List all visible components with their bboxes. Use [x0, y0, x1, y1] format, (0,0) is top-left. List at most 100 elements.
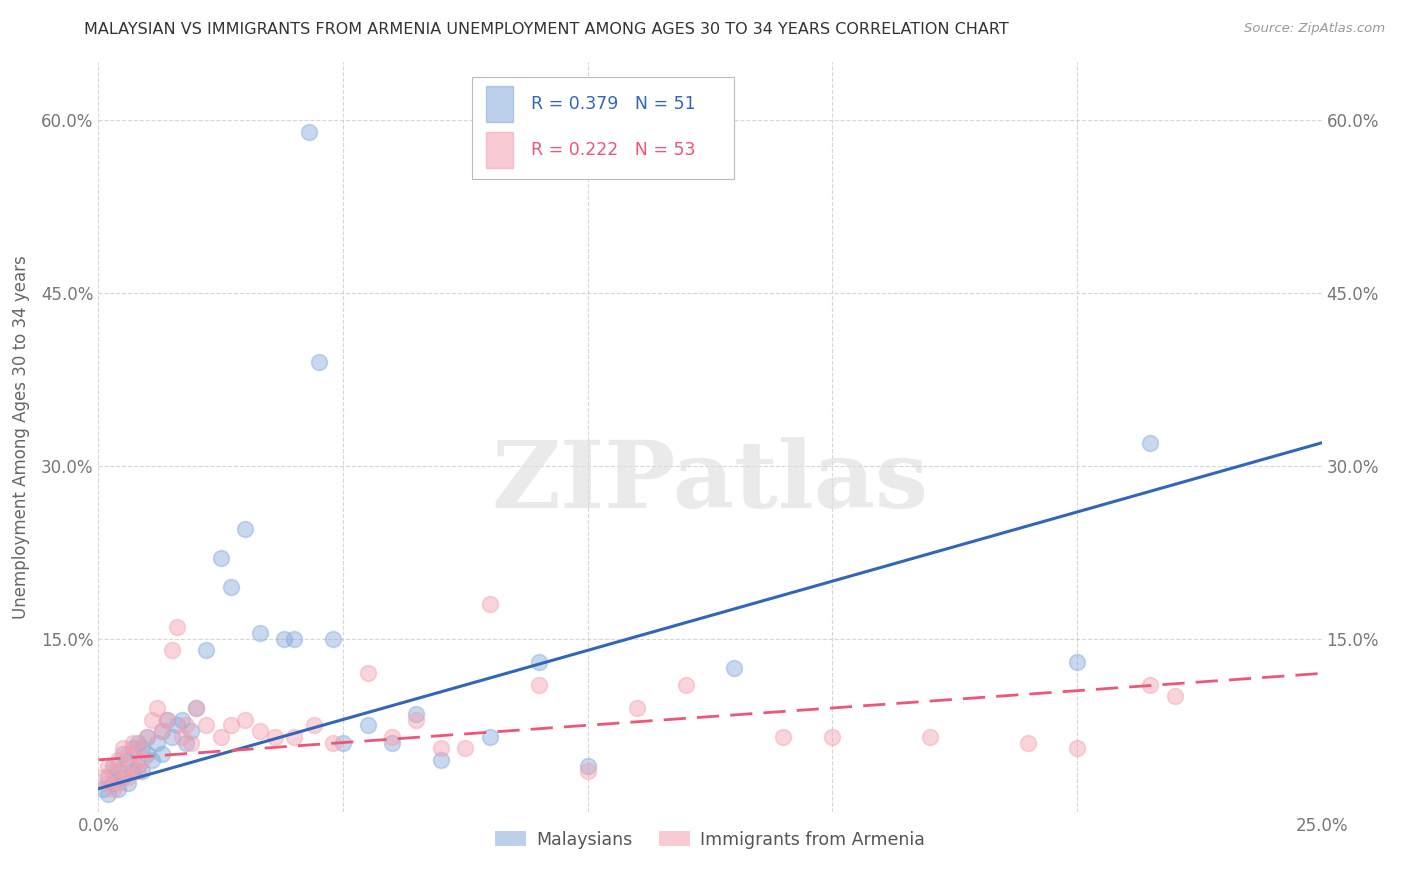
Point: [405, 706, 427, 721]
Point: [117, 776, 139, 790]
Point: [101, 781, 124, 796]
Point: [195, 643, 218, 657]
Point: [131, 764, 153, 779]
Point: [209, 551, 232, 566]
Point: [166, 718, 188, 732]
Point: [91, 770, 114, 784]
Point: [146, 735, 169, 749]
Text: MALAYSIAN VS IMMIGRANTS FROM ARMENIA UNEMPLOYMENT AMONG AGES 30 TO 34 YEARS CORR: MALAYSIAN VS IMMIGRANTS FROM ARMENIA UNE…: [84, 22, 1010, 37]
Point: [308, 355, 330, 369]
Point: [381, 735, 404, 749]
Point: [121, 764, 143, 779]
Point: [127, 735, 149, 749]
Point: [478, 597, 501, 611]
Point: [430, 753, 453, 767]
Point: [219, 580, 242, 594]
Point: [166, 620, 188, 634]
Point: [117, 747, 139, 761]
Point: [298, 125, 321, 139]
Point: [1139, 435, 1161, 450]
Point: [1066, 741, 1088, 756]
Point: [186, 701, 208, 715]
FancyBboxPatch shape: [471, 78, 734, 178]
Point: [478, 730, 501, 744]
Point: [170, 713, 193, 727]
Point: [180, 735, 202, 749]
Point: [160, 730, 183, 744]
Point: [170, 730, 193, 744]
Text: Source: ZipAtlas.com: Source: ZipAtlas.com: [1244, 22, 1385, 36]
Point: [263, 730, 285, 744]
Point: [273, 632, 295, 646]
Point: [356, 666, 378, 681]
Point: [141, 713, 163, 727]
Point: [150, 724, 173, 739]
Point: [405, 713, 427, 727]
Point: [127, 758, 149, 772]
Text: R = 0.379   N = 51: R = 0.379 N = 51: [531, 95, 696, 113]
Point: [107, 753, 129, 767]
Point: [381, 730, 404, 744]
Point: [127, 764, 149, 779]
Point: [430, 741, 453, 756]
Point: [111, 770, 134, 784]
Point: [121, 758, 143, 772]
Point: [675, 678, 697, 692]
Point: [136, 730, 159, 744]
Point: [101, 776, 124, 790]
Point: [136, 730, 159, 744]
Point: [1066, 655, 1088, 669]
Point: [356, 718, 378, 732]
Point: [302, 718, 325, 732]
Point: [117, 753, 139, 767]
Point: [576, 758, 599, 772]
Point: [156, 713, 179, 727]
Point: [249, 724, 271, 739]
Point: [101, 764, 124, 779]
Point: [111, 741, 134, 756]
Point: [107, 776, 129, 790]
Legend: Malaysians, Immigrants from Armenia: Malaysians, Immigrants from Armenia: [488, 823, 932, 855]
Point: [233, 522, 256, 536]
Point: [1139, 678, 1161, 692]
Text: R = 0.222   N = 53: R = 0.222 N = 53: [531, 142, 696, 160]
Point: [160, 643, 183, 657]
Point: [626, 701, 648, 715]
Point: [322, 735, 344, 749]
Point: [176, 735, 198, 749]
Point: [1017, 735, 1039, 749]
Point: [576, 764, 599, 779]
Point: [249, 626, 271, 640]
Point: [283, 730, 305, 744]
Point: [111, 764, 134, 779]
Point: [723, 660, 745, 674]
Point: [97, 758, 120, 772]
Point: [121, 735, 143, 749]
Point: [176, 718, 198, 732]
Point: [131, 741, 153, 756]
Point: [127, 741, 149, 756]
Point: [219, 718, 242, 732]
Point: [146, 701, 169, 715]
Point: [920, 730, 942, 744]
Point: [107, 781, 129, 796]
Point: [195, 718, 218, 732]
Point: [454, 741, 477, 756]
Point: [1164, 690, 1187, 704]
Point: [97, 776, 120, 790]
Point: [322, 632, 344, 646]
Point: [821, 730, 844, 744]
Point: [101, 758, 124, 772]
Point: [209, 730, 232, 744]
Point: [117, 770, 139, 784]
Point: [107, 764, 129, 779]
Point: [186, 701, 208, 715]
Point: [180, 724, 202, 739]
Point: [141, 753, 163, 767]
Point: [91, 781, 114, 796]
Point: [121, 741, 143, 756]
Point: [156, 713, 179, 727]
Point: [131, 753, 153, 767]
Point: [527, 655, 550, 669]
Point: [97, 770, 120, 784]
